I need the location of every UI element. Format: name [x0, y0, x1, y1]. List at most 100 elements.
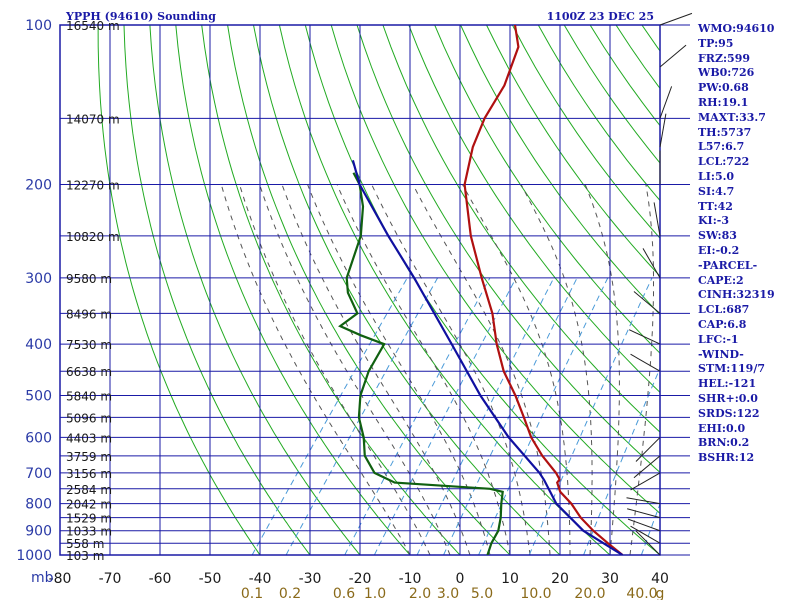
temperature-tick-label: -50	[199, 571, 222, 587]
moist-adiabat	[239, 184, 431, 555]
pressure-tick-label: 100	[25, 18, 52, 34]
mixing-ratio-label: 0.2	[279, 586, 301, 600]
mixing-ratio-line	[285, 277, 439, 555]
index-value: BRN:0.2	[698, 436, 750, 450]
height-label: 103 m	[66, 549, 104, 563]
wind-barb	[633, 291, 661, 314]
pressure-tick-label: 600	[25, 430, 52, 446]
moist-adiabat	[220, 184, 411, 555]
wind-barb	[635, 437, 661, 462]
wind-barb	[630, 472, 661, 491]
height-label: 5840 m	[66, 389, 112, 403]
index-value: TP:95	[698, 36, 734, 50]
temperature-tick-label: -10	[399, 571, 422, 587]
dry-adiabat	[330, 25, 660, 514]
height-label: 6638 m	[66, 365, 112, 379]
index-value: SI:4.7	[698, 184, 735, 198]
wind-barb	[659, 86, 673, 119]
index-value: CAP:6.8	[698, 317, 747, 331]
temperature-tick-label: -20	[349, 571, 372, 587]
index-value: SW:83	[698, 229, 737, 243]
dry-adiabat	[253, 25, 561, 555]
index-value: BSHR:12	[698, 451, 755, 465]
dry-adiabat	[227, 25, 511, 555]
mixing-ratio-label: 20.0	[574, 586, 605, 600]
wind-barb	[626, 497, 661, 505]
pressure-unit-label: mb	[31, 570, 54, 586]
wind-barb	[635, 530, 661, 556]
sounding-indices-panel: WMO:94610 TP:95 FRZ:599 WB0:726 PW:0.68 RH:19…	[698, 22, 798, 466]
mixing-ratio-label: g	[656, 586, 665, 600]
wind-barb	[627, 518, 661, 532]
mixing-ratio-line	[640, 502, 660, 555]
plot-frame	[59, 24, 661, 556]
series-dewpoint-line	[338, 172, 504, 555]
pressure-tick-label: 400	[25, 337, 52, 353]
temperature-tick-label: 40	[651, 571, 669, 587]
height-label: 9580 m	[66, 272, 112, 286]
temperature-tick-label: 20	[551, 571, 569, 587]
pressure-tick-label: 300	[25, 271, 52, 287]
height-label: 3759 m	[66, 450, 112, 464]
pressure-tick-label: 800	[25, 497, 52, 513]
height-label: 1033 m	[66, 525, 112, 539]
height-label: 2584 m	[66, 483, 112, 497]
wind-barb	[659, 12, 693, 26]
mixing-ratio-line	[583, 366, 660, 555]
mixing-ratio-label: 0.1	[241, 586, 263, 600]
height-label: 4403 m	[66, 431, 112, 445]
moist-adiabat	[584, 184, 620, 555]
wind-barb	[630, 353, 661, 372]
dry-adiabat	[123, 25, 311, 555]
chart-datetime: 1100Z 23 DEC 25	[547, 10, 654, 23]
chart-title: YPPH (94610) Sounding	[65, 10, 216, 23]
wind-barb	[627, 508, 661, 519]
index-value: STM:119/7	[698, 362, 765, 376]
chart-lines	[97, 25, 660, 555]
index-value: -WIND-	[698, 347, 744, 361]
index-value: TH:5737	[698, 125, 752, 139]
index-value: FRZ:599	[698, 51, 751, 65]
mixing-ratio-label: 5.0	[471, 586, 493, 600]
height-label: 558 m	[66, 537, 104, 551]
mixing-ratio-label: 1.0	[364, 586, 386, 600]
mixing-ratio-line	[251, 277, 408, 555]
height-label: 8496 m	[66, 307, 112, 321]
height-label: 3156 m	[66, 467, 112, 481]
mixing-ratio-label: 2.0	[409, 586, 431, 600]
pressure-tick-label: 500	[25, 388, 52, 404]
index-value: MAXT:33.7	[698, 110, 766, 124]
temperature-tick-label: -40	[249, 571, 272, 587]
wind-barb	[630, 525, 661, 544]
moist-adiabat	[307, 184, 491, 555]
temperature-tick-label: -60	[149, 571, 172, 587]
pressure-tick-label: 1000	[16, 548, 52, 564]
pressure-tick-label: 900	[25, 524, 52, 540]
height-label: 5096 m	[66, 411, 112, 425]
index-value: TT:42	[698, 199, 733, 213]
temperature-tick-label: -80	[49, 571, 72, 587]
chart-grid	[59, 24, 690, 556]
wind-barb	[642, 248, 661, 279]
index-value: CAPE:2	[698, 273, 744, 287]
wind-barbs	[626, 12, 693, 556]
index-value: SRDS:122	[698, 406, 760, 420]
wind-barb	[633, 455, 661, 479]
height-label: 12270 m	[66, 179, 120, 193]
moist-adiabat	[462, 184, 571, 555]
index-value: HEL:-121	[698, 377, 757, 391]
index-value: PW:0.68	[698, 81, 749, 95]
index-value: CINH:32319	[698, 288, 775, 302]
mixing-ratio-line	[528, 277, 653, 555]
index-value: LFC:-1	[698, 332, 739, 346]
index-value: WMO:94610	[698, 22, 775, 35]
index-value: WB0:726	[698, 66, 755, 80]
index-value: RH:19.1	[698, 95, 749, 109]
moist-adiabat	[371, 184, 531, 555]
height-label: 10820 m	[66, 230, 120, 244]
moist-adiabat	[520, 184, 593, 555]
series-temperature-line	[463, 25, 624, 555]
index-value: SHR+:0.0	[698, 391, 758, 405]
